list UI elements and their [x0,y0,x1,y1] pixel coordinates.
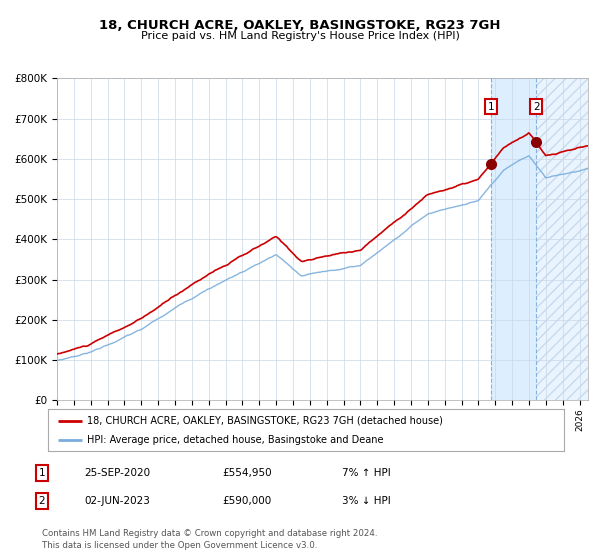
Text: 2: 2 [533,101,539,111]
Text: 25-SEP-2020: 25-SEP-2020 [84,468,150,478]
Text: 1: 1 [488,101,494,111]
Text: HPI: Average price, detached house, Basingstoke and Deane: HPI: Average price, detached house, Basi… [86,435,383,445]
Text: £590,000: £590,000 [222,496,271,506]
Text: £554,950: £554,950 [222,468,272,478]
Text: Contains HM Land Registry data © Crown copyright and database right 2024.
This d: Contains HM Land Registry data © Crown c… [42,529,377,550]
Text: 1: 1 [38,468,46,478]
Text: 7% ↑ HPI: 7% ↑ HPI [342,468,391,478]
Bar [491,78,536,400]
Text: 02-JUN-2023: 02-JUN-2023 [84,496,150,506]
Bar [536,78,588,400]
Text: 18, CHURCH ACRE, OAKLEY, BASINGSTOKE, RG23 7GH: 18, CHURCH ACRE, OAKLEY, BASINGSTOKE, RG… [99,18,501,32]
Text: 18, CHURCH ACRE, OAKLEY, BASINGSTOKE, RG23 7GH (detached house): 18, CHURCH ACRE, OAKLEY, BASINGSTOKE, RG… [86,416,443,426]
Text: 2: 2 [38,496,46,506]
Text: Price paid vs. HM Land Registry's House Price Index (HPI): Price paid vs. HM Land Registry's House … [140,31,460,41]
Text: 3% ↓ HPI: 3% ↓ HPI [342,496,391,506]
